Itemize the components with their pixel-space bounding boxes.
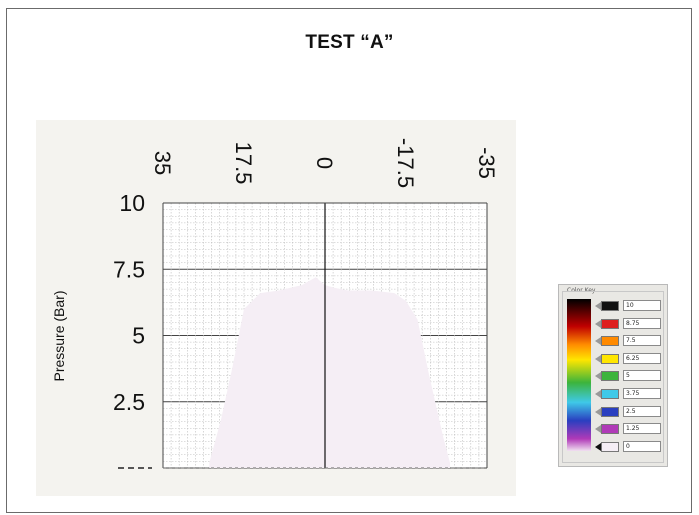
chart-title: TEST “A”	[305, 32, 394, 53]
legend-value: 10	[623, 300, 661, 311]
y-tick-label: 2.5	[113, 389, 145, 415]
legend-swatch	[601, 424, 619, 435]
legend-marker-icon	[595, 354, 601, 363]
legend-gradient-bar	[567, 299, 591, 451]
x-tick-label: -17.5	[393, 138, 418, 188]
legend-swatch	[601, 318, 619, 329]
legend-value: 7.5	[623, 335, 661, 347]
legend-marker-icon	[595, 425, 601, 434]
x-tick-label: 35	[150, 151, 175, 175]
legend-value: 0	[623, 440, 661, 452]
legend-group-box	[562, 291, 664, 463]
legend-marker-icon	[595, 319, 601, 328]
legend-value: 8.75	[623, 317, 661, 329]
legend-marker-icon	[595, 407, 601, 416]
legend-marker-icon	[595, 372, 601, 381]
legend-swatch	[601, 389, 619, 399]
legend-value: 3.75	[623, 388, 661, 399]
legend-header: Color Key	[567, 287, 596, 294]
x-tick-label: 17.5	[231, 142, 256, 185]
legend-swatch	[601, 441, 619, 452]
legend-value: 6.25	[623, 352, 661, 364]
pressure-profile-area	[209, 277, 450, 468]
legend-swatch	[601, 371, 619, 382]
y-tick-label: 5	[132, 323, 145, 349]
legend-marker-icon	[595, 442, 601, 451]
legend-swatch	[601, 301, 619, 311]
legend-swatch	[601, 336, 619, 347]
y-axis-label: Pressure (Bar)	[51, 290, 67, 381]
legend-marker-icon	[595, 302, 601, 310]
color-key-legend: Color Key 10 8.75 7.5 6.25 5 3.75 2.5 1.25 0	[558, 284, 668, 467]
legend-value: 5	[623, 370, 661, 382]
y-tick-label: 7.5	[113, 256, 145, 282]
legend-swatch	[601, 406, 619, 417]
x-tick-label: 0	[312, 157, 337, 169]
x-tick-label: -35	[474, 147, 499, 179]
legend-value: 2.5	[623, 405, 661, 417]
legend-marker-icon	[595, 337, 601, 346]
legend-value: 1.25	[623, 423, 661, 435]
legend-swatch	[601, 353, 619, 364]
legend-marker-icon	[595, 390, 601, 398]
y-tick-label: 10	[119, 190, 145, 216]
